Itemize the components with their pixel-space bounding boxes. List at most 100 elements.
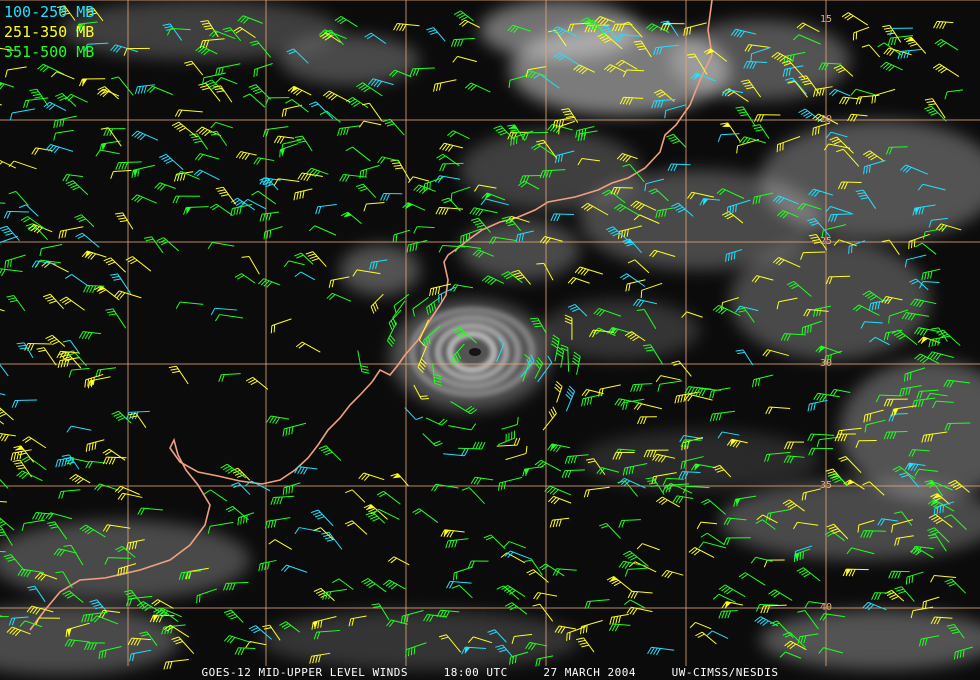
wind-barb xyxy=(824,350,843,364)
wind-barb xyxy=(365,511,386,524)
wind-barb xyxy=(359,164,380,179)
wind-barb xyxy=(892,466,916,480)
wind-barb xyxy=(522,466,544,477)
wind-barb xyxy=(735,349,754,366)
wind-barb xyxy=(796,567,821,582)
wind-barb xyxy=(755,519,776,530)
wind-barb xyxy=(827,213,854,222)
wind-barb xyxy=(11,399,38,408)
wind-barb xyxy=(0,268,23,277)
wind-barb xyxy=(771,52,793,62)
wind-barb xyxy=(450,284,474,292)
wind-barb xyxy=(539,563,565,577)
wind-barb xyxy=(0,616,9,618)
wind-barb xyxy=(660,22,685,31)
wind-barb xyxy=(171,121,198,138)
wind-barb xyxy=(606,576,633,592)
wind-barb xyxy=(887,35,914,46)
wind-barb xyxy=(111,410,132,424)
wind-barb xyxy=(344,520,368,535)
wind-barb xyxy=(698,541,727,549)
caption-date: 27 MARCH 2004 xyxy=(543,666,637,679)
wind-barb xyxy=(526,569,549,583)
wind-barb xyxy=(825,275,851,285)
wind-barb xyxy=(642,344,664,365)
wind-barb xyxy=(175,170,200,180)
wind-barb xyxy=(812,86,833,97)
wind-barb xyxy=(912,204,936,216)
wind-barb xyxy=(908,449,930,457)
cloud-patch xyxy=(720,480,980,560)
wind-barb xyxy=(913,327,939,336)
wind-barb xyxy=(380,193,403,201)
wind-barb xyxy=(786,281,812,297)
wind-barb xyxy=(458,441,486,450)
wind-barb xyxy=(885,146,908,155)
wind-barb xyxy=(471,217,491,233)
wind-barb xyxy=(505,445,528,461)
wind-barb xyxy=(792,34,821,45)
wind-barb xyxy=(524,70,547,79)
wind-barb xyxy=(68,367,90,378)
wind-barb xyxy=(671,202,694,217)
wind-barb xyxy=(553,52,579,66)
wind-barb xyxy=(721,88,744,97)
wind-barb xyxy=(574,266,603,276)
wind-barb xyxy=(358,472,385,481)
wind-barb xyxy=(807,399,828,412)
wind-barb xyxy=(624,331,646,342)
wind-barb xyxy=(880,61,903,72)
wind-barb xyxy=(943,514,967,530)
wind-barb xyxy=(363,202,385,212)
wind-barb xyxy=(614,398,643,407)
wind-barb xyxy=(123,47,150,56)
wind-barb xyxy=(816,436,840,448)
wind-barb xyxy=(610,187,633,195)
wind-barb xyxy=(922,596,940,610)
wind-barb xyxy=(781,60,806,79)
wind-barb xyxy=(743,60,768,70)
legend-entry-high: 100-250 MB xyxy=(4,3,95,21)
wind-barb xyxy=(85,439,105,452)
wind-barb xyxy=(63,544,84,566)
wind-barb xyxy=(461,487,485,505)
wind-barb xyxy=(337,125,361,136)
wind-barb xyxy=(718,584,746,598)
wind-barb xyxy=(64,639,90,648)
wind-barb xyxy=(393,293,410,314)
wind-barb xyxy=(454,244,482,253)
wind-barb xyxy=(0,413,5,425)
wind-barb xyxy=(29,88,49,107)
wind-barb xyxy=(171,636,195,655)
wind-barb xyxy=(829,136,854,154)
wind-barb xyxy=(293,188,313,201)
wind-barb xyxy=(382,118,405,136)
wind-barb xyxy=(550,213,574,222)
wind-barb xyxy=(605,226,629,241)
wind-barb xyxy=(34,572,58,581)
wind-barb xyxy=(787,80,808,98)
wind-barb xyxy=(196,588,218,604)
wind-barb xyxy=(696,521,718,530)
wind-barb xyxy=(322,588,347,600)
wind-barb xyxy=(0,235,18,244)
wind-barb xyxy=(0,201,6,204)
wind-barb xyxy=(618,477,646,489)
wind-barb xyxy=(615,59,638,70)
wind-barb xyxy=(452,327,477,344)
wind-barb xyxy=(688,547,715,558)
wind-barb xyxy=(467,636,493,644)
wind-barb xyxy=(930,493,950,505)
wind-barb xyxy=(377,156,400,164)
wind-barb xyxy=(345,489,366,503)
wind-barb xyxy=(862,290,884,301)
wind-barb xyxy=(944,89,964,100)
wind-barb xyxy=(808,447,833,456)
wind-barb xyxy=(537,355,553,383)
wind-barb xyxy=(827,472,849,486)
wind-barb xyxy=(196,126,222,137)
wind-barb xyxy=(519,174,542,184)
wind-barb xyxy=(709,387,731,399)
wind-barb xyxy=(651,98,676,109)
wind-barb xyxy=(459,19,480,28)
